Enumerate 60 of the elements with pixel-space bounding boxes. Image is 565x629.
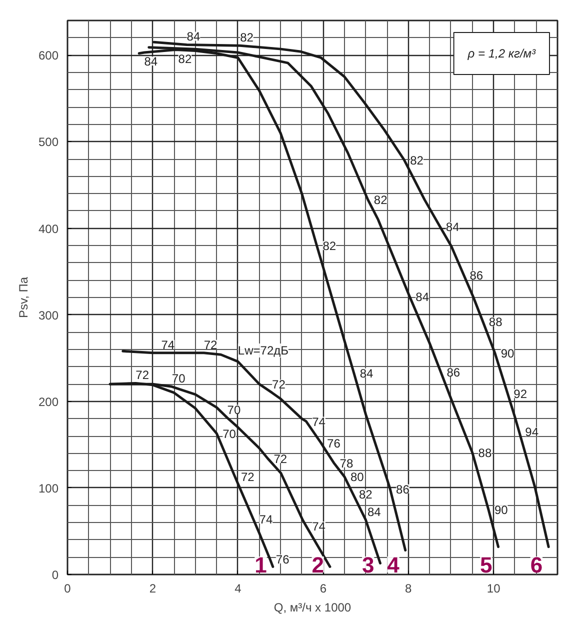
annotation: 88: [488, 315, 503, 330]
x-tick-label: 0: [64, 582, 72, 596]
x-tick-label: 4: [234, 582, 242, 596]
annotation: 74: [312, 520, 326, 534]
y-tick-label: 500: [38, 135, 59, 150]
x-tick-label: 10: [486, 582, 501, 596]
annotation: 72: [136, 368, 150, 382]
annotation: 86: [470, 268, 484, 282]
x-axis-title: Q, м³/ч x 1000: [274, 600, 352, 614]
annotation: 82: [374, 193, 388, 208]
annotation: 82: [178, 52, 192, 66]
annotation: 86: [446, 365, 460, 380]
annotation: 72: [204, 338, 218, 352]
annotation: 82: [240, 30, 254, 45]
annotation: 86: [396, 482, 410, 496]
annotation: 74: [161, 338, 175, 352]
series-label: 5: [480, 552, 492, 578]
annotation: 76: [327, 436, 341, 450]
x-tick-label: 6: [320, 582, 327, 596]
y-tick-label: 400: [38, 222, 59, 236]
annotation: 74: [259, 512, 273, 527]
y-tick-label: 600: [38, 48, 59, 63]
annotation: 84: [446, 220, 460, 234]
annotation: 88: [478, 446, 492, 460]
series-label: 4: [387, 552, 400, 578]
annotation: 76: [276, 552, 290, 566]
y-axis-title: Psv, Па: [16, 276, 30, 318]
x-tick-label: 2: [149, 582, 156, 596]
series-label: 6: [530, 552, 543, 578]
annotation: 70: [222, 426, 236, 441]
annotation: 70: [227, 402, 241, 417]
x-tick-label: 8: [405, 582, 412, 596]
y-tick-label: 300: [38, 308, 59, 322]
annotation: 74: [312, 414, 326, 429]
annotation: 84: [416, 290, 430, 304]
annotation: 92: [514, 387, 528, 402]
annotation: 78: [340, 456, 354, 470]
annotation: 80: [350, 470, 364, 484]
annotation: 94: [525, 425, 539, 440]
annotation: 84: [186, 30, 200, 44]
annotation: 90: [500, 346, 515, 360]
annotation: Lw=72дБ: [238, 344, 289, 358]
series-label: 1: [254, 552, 267, 578]
annotation: 82: [358, 487, 373, 502]
annotation: 84: [144, 54, 158, 69]
y-tick-label: 200: [38, 394, 59, 409]
annotation: 82: [322, 239, 336, 254]
annotation: 84: [368, 504, 382, 519]
annotation: 72: [272, 378, 286, 392]
series-label: 3: [362, 552, 374, 578]
annotation: 70: [172, 372, 186, 386]
y-tick-label: 100: [38, 481, 59, 496]
annotation: 72: [274, 452, 288, 466]
y-tick-label: 0: [52, 568, 59, 582]
annotation: 72: [240, 470, 255, 484]
annotation: 82: [410, 153, 424, 168]
annotation: 84: [360, 366, 374, 380]
series-label: 2: [312, 552, 324, 578]
annotation: ρ = 1,2 кг/м³: [466, 46, 537, 60]
annotation: 90: [494, 503, 508, 518]
